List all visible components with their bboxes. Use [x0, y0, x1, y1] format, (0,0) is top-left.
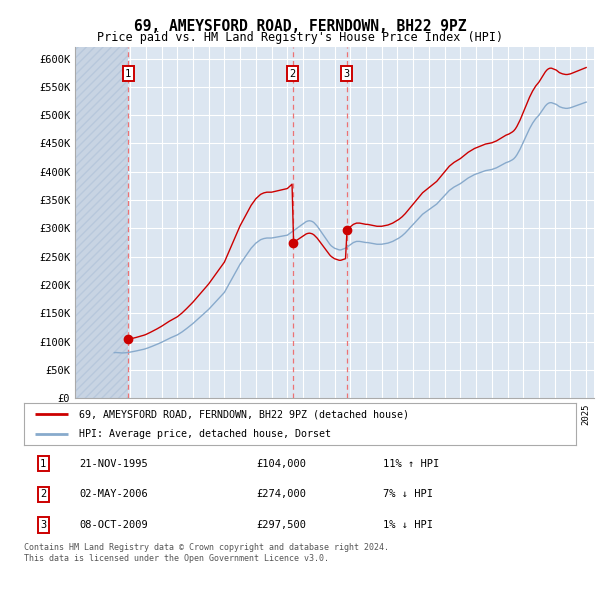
Text: 11% ↑ HPI: 11% ↑ HPI	[383, 459, 439, 468]
Text: 69, AMEYSFORD ROAD, FERNDOWN, BH22 9PZ (detached house): 69, AMEYSFORD ROAD, FERNDOWN, BH22 9PZ (…	[79, 409, 409, 419]
Text: 69, AMEYSFORD ROAD, FERNDOWN, BH22 9PZ: 69, AMEYSFORD ROAD, FERNDOWN, BH22 9PZ	[134, 19, 466, 34]
Text: 3: 3	[40, 520, 46, 530]
Text: 08-OCT-2009: 08-OCT-2009	[79, 520, 148, 530]
Text: 02-MAY-2006: 02-MAY-2006	[79, 490, 148, 499]
Text: 7% ↓ HPI: 7% ↓ HPI	[383, 490, 433, 499]
Text: £104,000: £104,000	[256, 459, 306, 468]
Bar	[75, 47, 128, 398]
Text: 2: 2	[289, 68, 296, 78]
Text: 21-NOV-1995: 21-NOV-1995	[79, 459, 148, 468]
Text: 2: 2	[40, 490, 46, 499]
Text: £274,000: £274,000	[256, 490, 306, 499]
Text: 1: 1	[125, 68, 131, 78]
Text: 1: 1	[40, 459, 46, 468]
Text: £297,500: £297,500	[256, 520, 306, 530]
Text: Price paid vs. HM Land Registry's House Price Index (HPI): Price paid vs. HM Land Registry's House …	[97, 31, 503, 44]
Text: 1% ↓ HPI: 1% ↓ HPI	[383, 520, 433, 530]
Text: Contains HM Land Registry data © Crown copyright and database right 2024.
This d: Contains HM Land Registry data © Crown c…	[24, 543, 389, 563]
Text: 3: 3	[343, 68, 350, 78]
Text: HPI: Average price, detached house, Dorset: HPI: Average price, detached house, Dors…	[79, 429, 331, 439]
